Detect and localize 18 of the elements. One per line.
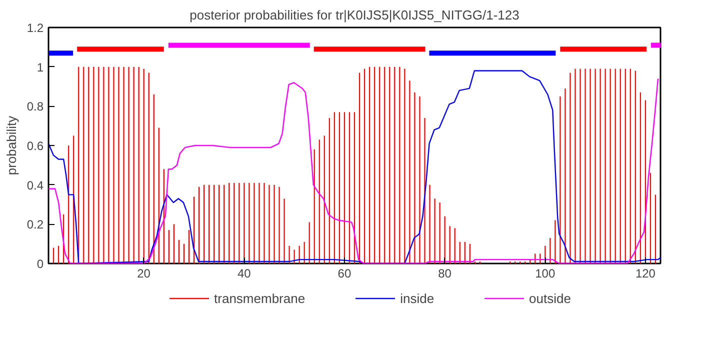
chart-title: posterior probabilities for tr|K0IJS5|K0IJS5_NITGG/1-123 xyxy=(190,8,520,22)
y-tick-label: 0 xyxy=(36,257,44,271)
x-tick-label: 40 xyxy=(237,266,252,280)
y-axis-title: probability xyxy=(4,115,19,176)
x-tick-label: 120 xyxy=(635,266,656,280)
x-tick-label: 20 xyxy=(137,266,151,280)
y-tick-label: 1.2 xyxy=(26,21,44,35)
legend-label: inside xyxy=(400,290,434,306)
y-tick-label: 0.8 xyxy=(26,100,44,114)
y-tick-label: 0.2 xyxy=(26,218,44,232)
x-tick-label: 60 xyxy=(338,266,352,280)
legend-label: transmembrane xyxy=(214,290,306,306)
legend-label: outside xyxy=(529,290,571,306)
y-tick-label: 0.4 xyxy=(26,178,44,192)
y-tick-label: 1 xyxy=(36,60,44,74)
x-tick-label: 100 xyxy=(535,266,556,280)
x-tick-label: 80 xyxy=(438,266,452,280)
y-tick-label: 0.6 xyxy=(26,139,44,153)
